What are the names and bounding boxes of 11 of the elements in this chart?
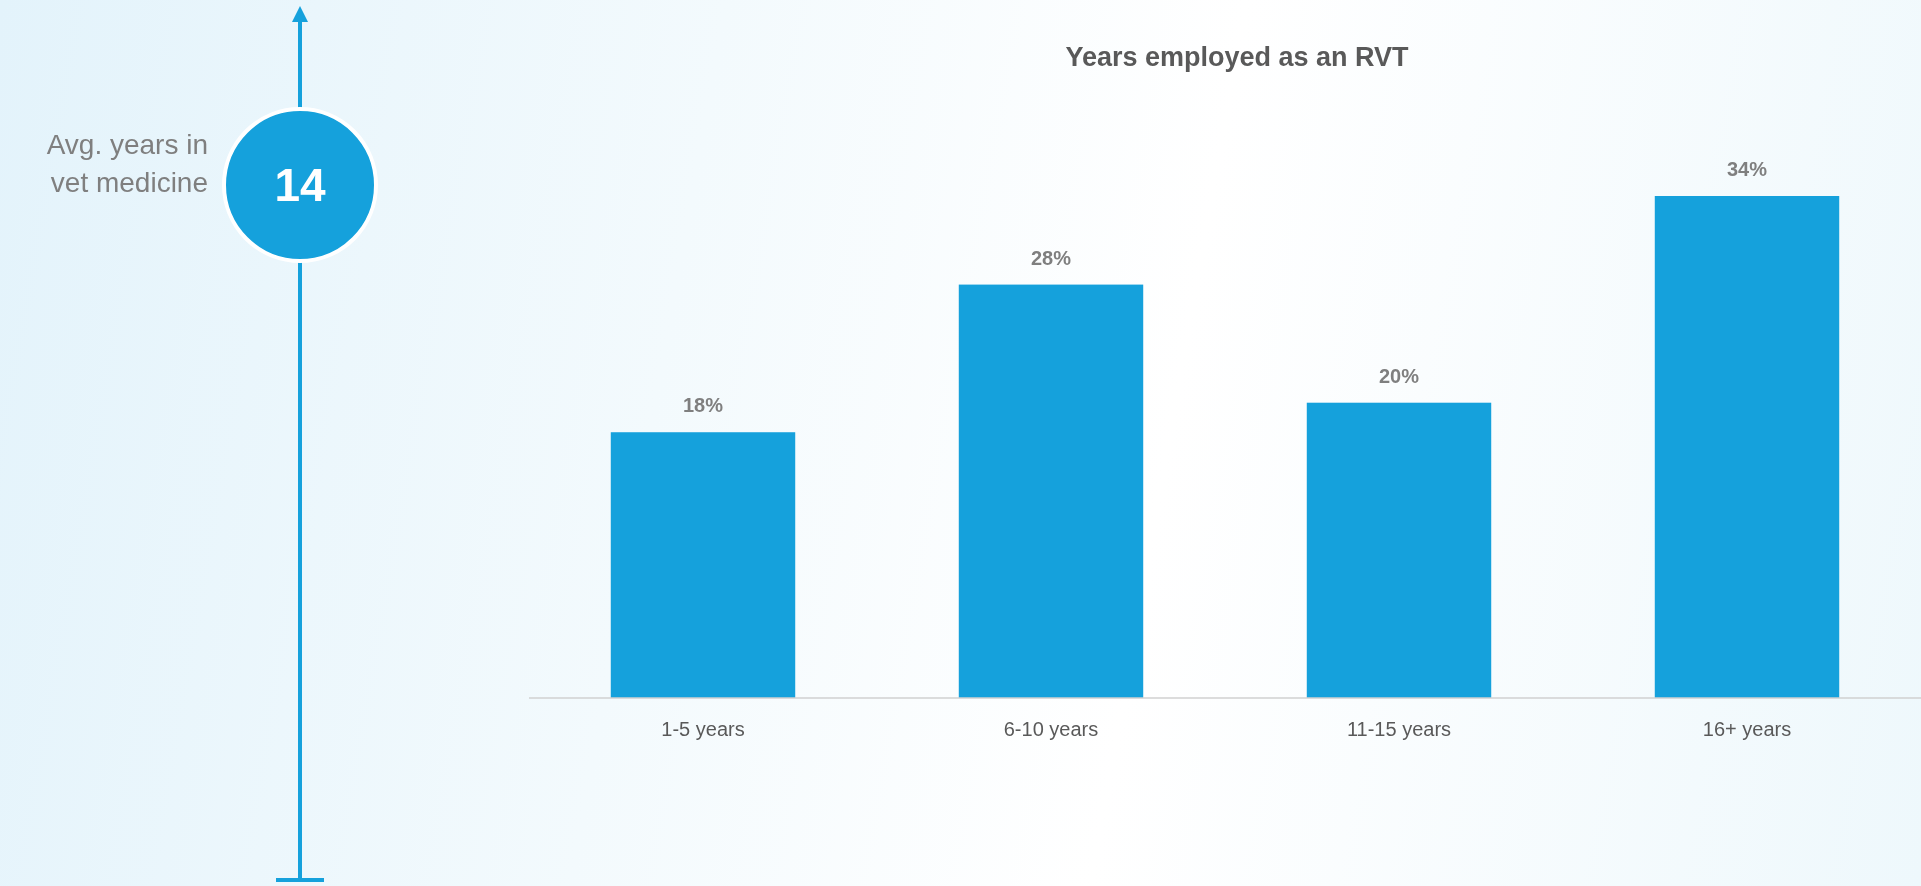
x-tick-label: 6-10 years xyxy=(1003,718,1099,741)
x-tick-label: 1-5 years xyxy=(661,718,745,741)
text: 14 xyxy=(274,159,326,211)
data-label: 20% xyxy=(1378,364,1420,387)
data-label: 28% xyxy=(1030,246,1072,269)
text: Avg. years in vet medicine xyxy=(46,129,208,198)
x-tick-label: 16+ years xyxy=(1702,718,1792,741)
data-label: 18% xyxy=(682,394,724,417)
data-label: 34% xyxy=(1726,158,1768,180)
x-tick-label: 11-15 years xyxy=(1346,718,1452,741)
chart-title: Years employed as an RVT xyxy=(1065,42,1410,72)
